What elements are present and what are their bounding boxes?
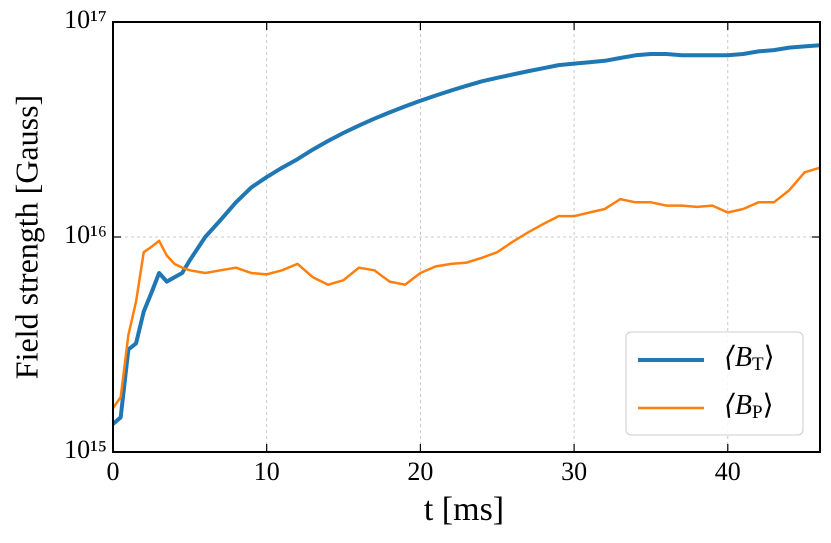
x-axis-label: t [ms]: [424, 491, 504, 528]
legend: ⟨BT⟩ ⟨BP⟩: [625, 331, 804, 436]
x-tick-label: 10: [254, 457, 280, 486]
x-tick-label: 20: [407, 457, 433, 486]
legend-label: ⟨BP⟩: [724, 390, 774, 423]
plot-frame: [112, 21, 821, 453]
data-line: [111, 166, 821, 409]
x-tick-label: 30: [561, 457, 587, 486]
y-tick-label: 10¹⁷: [64, 5, 107, 34]
legend-box: [625, 331, 804, 436]
x-tick-label: 40: [715, 457, 741, 486]
y-tick-label: 10¹⁵: [64, 435, 107, 464]
legend-label: ⟨BT⟩: [724, 342, 775, 375]
data-line: [111, 43, 821, 426]
y-axis-label: Field strength [Gauss]: [8, 95, 44, 379]
y-tick-label: 10¹⁶: [64, 220, 107, 249]
x-tick-label: 0: [107, 457, 120, 486]
